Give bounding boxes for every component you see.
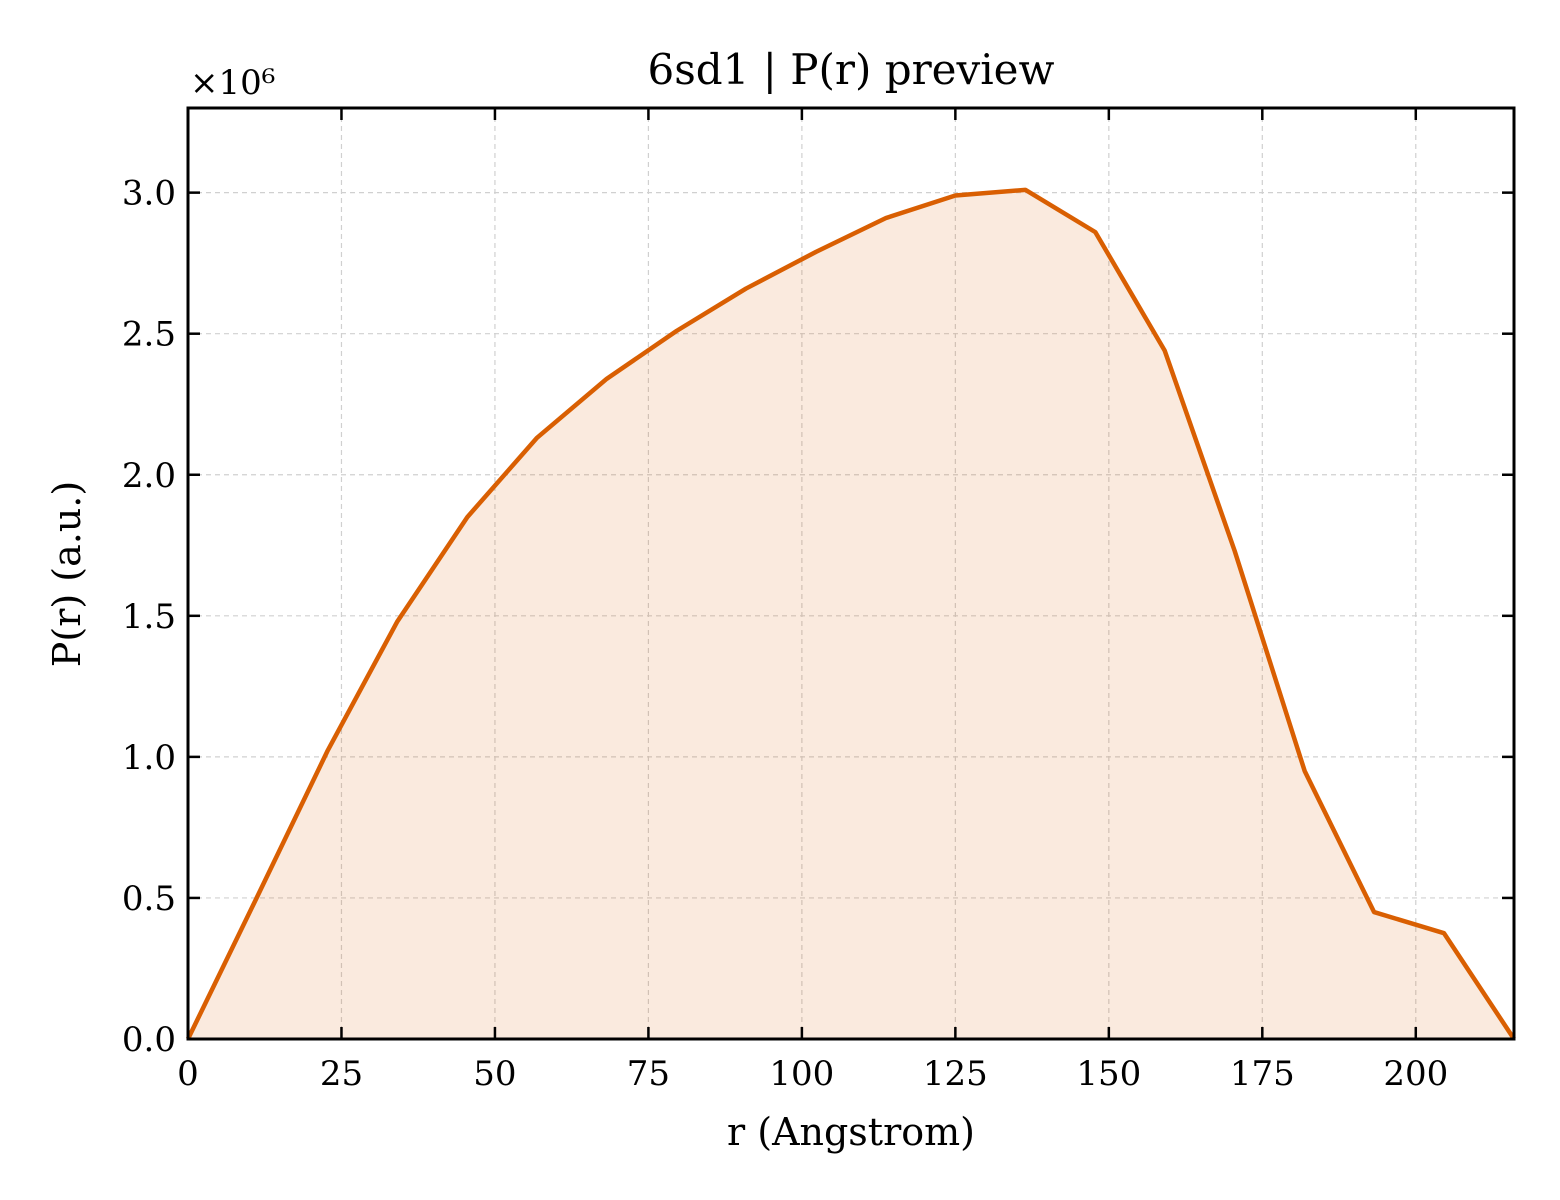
x-tick-label: 75 xyxy=(627,1054,670,1094)
y-tick-label: 0.5 xyxy=(122,879,176,919)
y-tick-label: 1.0 xyxy=(122,738,176,778)
series-line xyxy=(185,187,1516,1041)
x-tick-label: 100 xyxy=(769,1054,834,1094)
x-tick-label: 0 xyxy=(177,1054,199,1094)
ticks: 0 25 50 75 100 125 150 175 200 0.0 0.5 1.0 1.5 2.0 2.5… xyxy=(122,108,1514,1094)
y-axis-label: P(r) (a.u.) xyxy=(45,481,89,667)
y-tick-label: 1.5 xyxy=(122,597,176,637)
x-tick-label: 25 xyxy=(320,1054,363,1094)
x-tick-label: 200 xyxy=(1383,1054,1448,1094)
plot-area xyxy=(185,187,1516,1041)
y-scale-factor: ×10⁶ xyxy=(190,63,275,103)
x-tick-label: 50 xyxy=(473,1054,516,1094)
chart-title: 6sd1 | P(r) preview xyxy=(648,45,1055,94)
y-tick-label: 0.0 xyxy=(122,1020,176,1060)
y-tick-label: 3.0 xyxy=(122,174,176,214)
x-tick-label: 175 xyxy=(1230,1054,1295,1094)
y-tick-label: 2.5 xyxy=(122,315,176,355)
plot-frame xyxy=(186,106,1516,1041)
grid xyxy=(188,108,1514,1039)
x-tick-label: 150 xyxy=(1076,1054,1141,1094)
y-tick-label: 2.0 xyxy=(122,456,176,496)
x-tick-label: 125 xyxy=(923,1054,988,1094)
x-axis-label: r (Angstrom) xyxy=(727,1110,975,1154)
